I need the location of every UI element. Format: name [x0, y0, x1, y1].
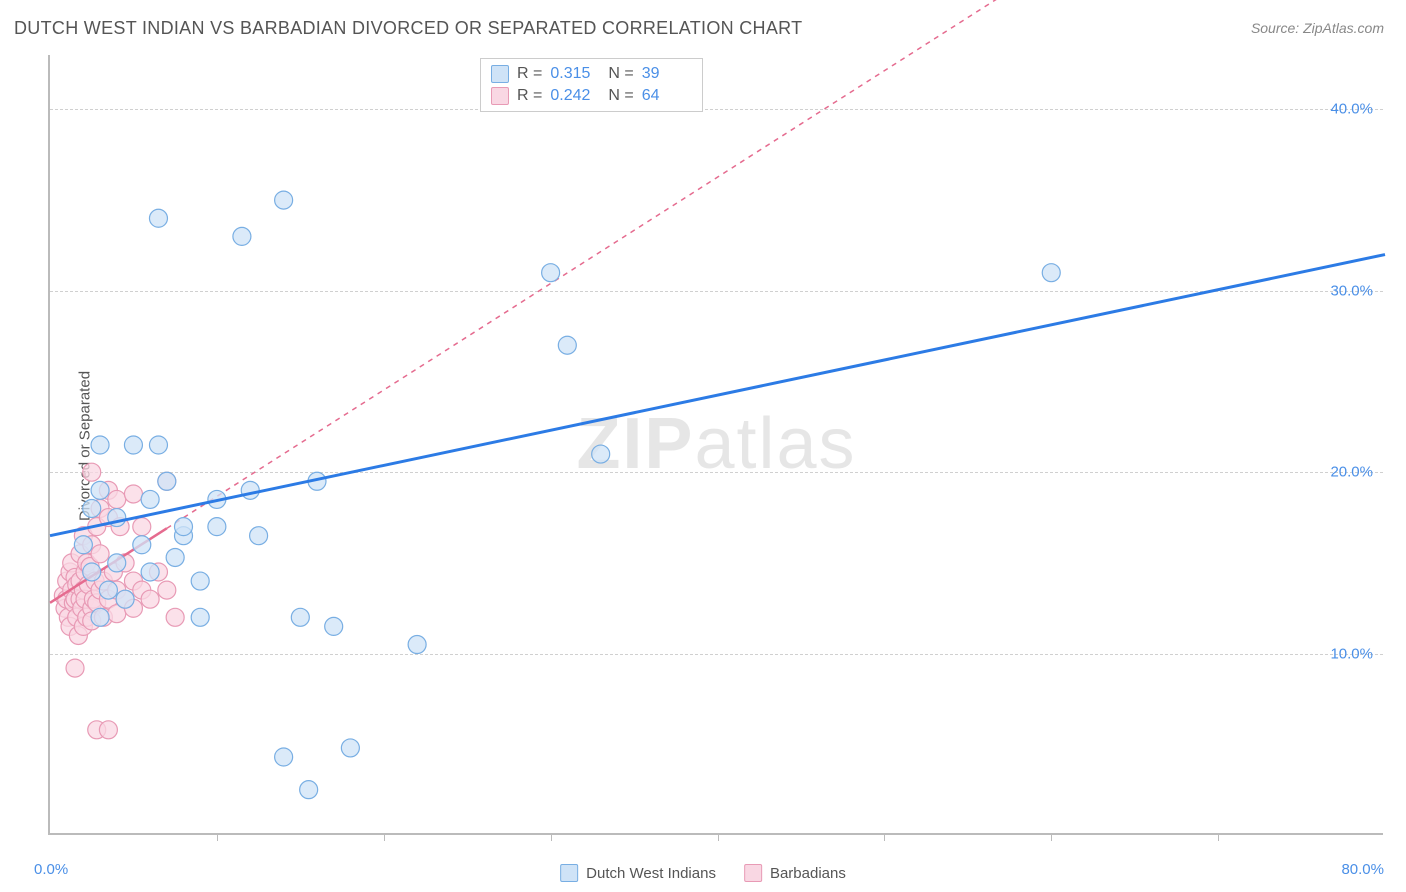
scatter-plot-svg — [50, 55, 1383, 833]
x-axis-end-label: 80.0% — [1341, 861, 1384, 878]
legend-label-series1: Dutch West Indians — [586, 865, 716, 882]
legend-item-series1: Dutch West Indians — [560, 864, 716, 882]
legend-swatch-series2 — [744, 864, 762, 882]
r-label: R = — [517, 87, 542, 105]
n-label: N = — [608, 65, 633, 83]
r-value-series2: 0.242 — [550, 87, 600, 105]
n-value-series1: 39 — [642, 65, 692, 83]
n-value-series2: 64 — [642, 87, 692, 105]
x-axis-start-label: 0.0% — [34, 861, 68, 878]
swatch-series1 — [491, 65, 509, 83]
legend-swatch-series1 — [560, 864, 578, 882]
legend-item-series2: Barbadians — [744, 864, 846, 882]
stats-row-series1: R = 0.315 N = 39 — [491, 63, 692, 85]
r-label: R = — [517, 65, 542, 83]
chart-title: DUTCH WEST INDIAN VS BARBADIAN DIVORCED … — [14, 18, 802, 39]
stats-row-series2: R = 0.242 N = 64 — [491, 85, 692, 107]
n-label: N = — [608, 87, 633, 105]
legend-label-series2: Barbadians — [770, 865, 846, 882]
swatch-series2 — [491, 87, 509, 105]
source-attribution: Source: ZipAtlas.com — [1251, 20, 1384, 36]
chart-container: DUTCH WEST INDIAN VS BARBADIAN DIVORCED … — [0, 0, 1406, 892]
bottom-legend: Dutch West Indians Barbadians — [560, 864, 846, 882]
plot-area: ZIPatlas 10.0%20.0%30.0%40.0% R = 0.315 … — [48, 55, 1383, 835]
stats-legend-box: R = 0.315 N = 39 R = 0.242 N = 64 — [480, 58, 703, 112]
r-value-series1: 0.315 — [550, 65, 600, 83]
